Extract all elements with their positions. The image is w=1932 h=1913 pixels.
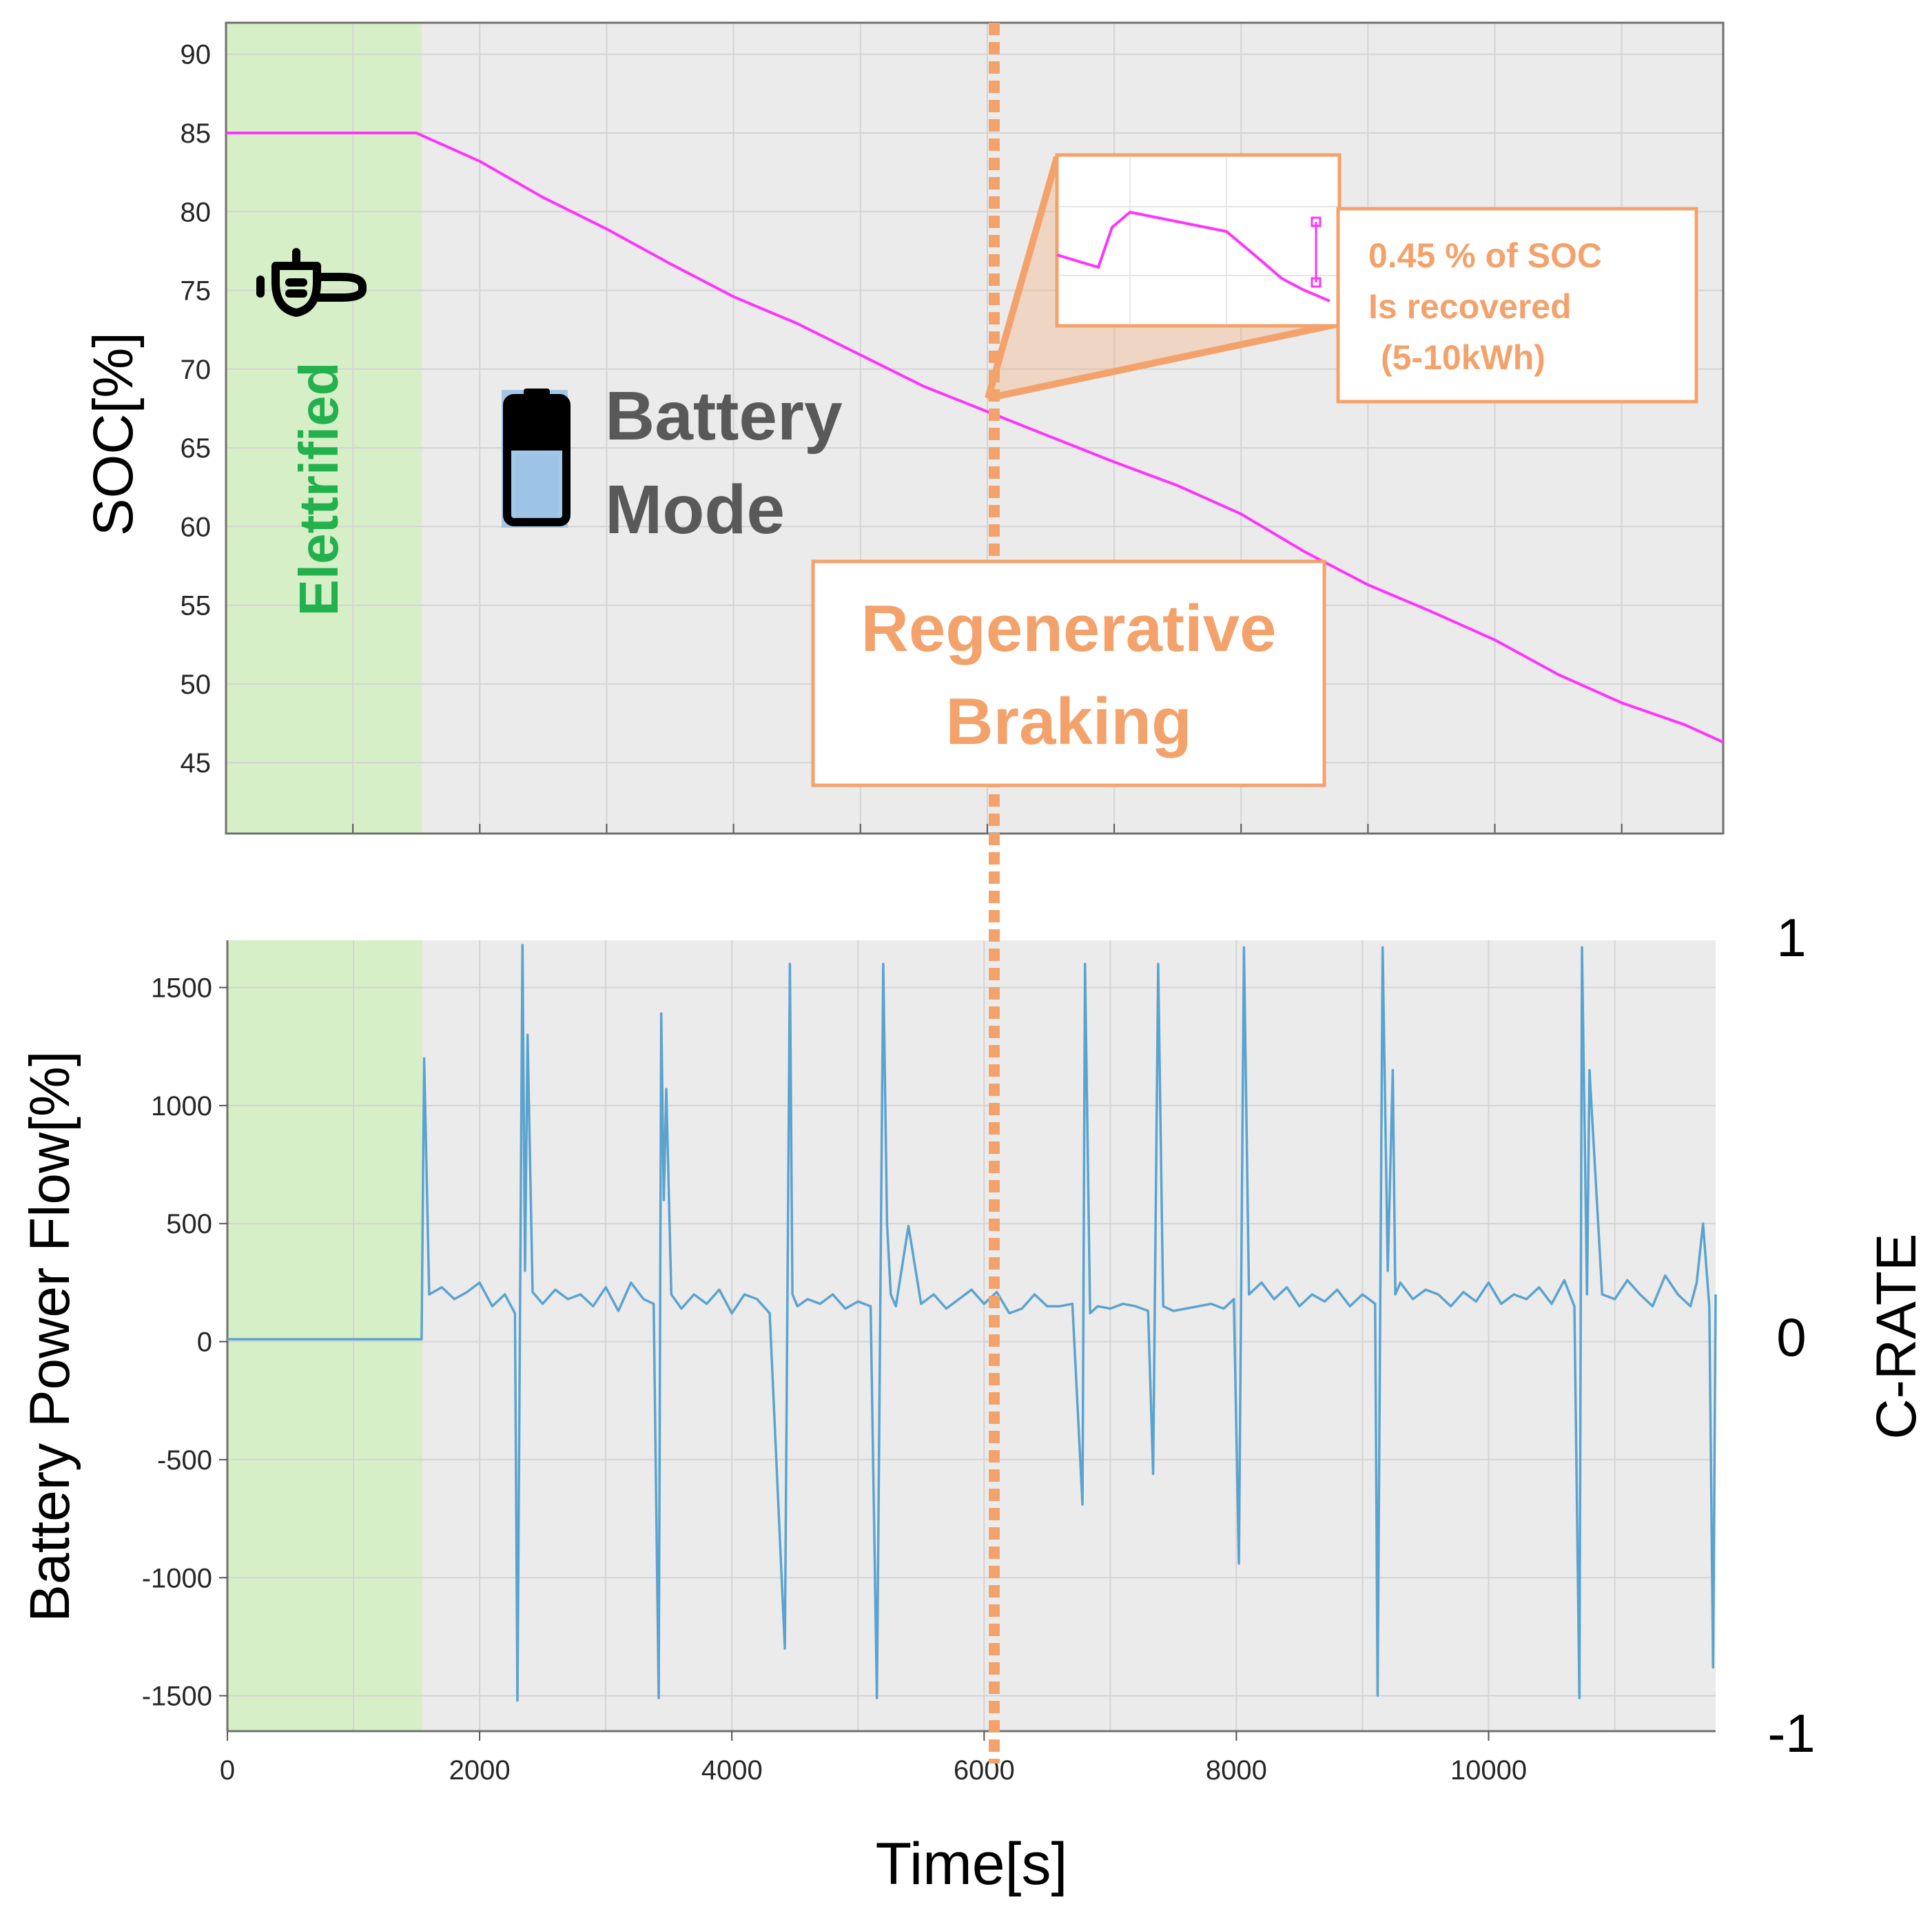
time-axis-label: Time[s]: [876, 1831, 1068, 1897]
battery-mode-line2: Mode: [605, 471, 785, 548]
crate-axis-label: C-RATE: [1865, 1233, 1928, 1439]
recovery-marker: [1311, 216, 1322, 288]
callout-text-line2: Is recovered: [1368, 287, 1572, 326]
soc-y-tick-label: 45: [181, 748, 212, 778]
soc-y-axis-label: SOC[%]: [82, 332, 145, 536]
power-x-tick-label: 8000: [1206, 1755, 1267, 1786]
crate-tick-label: 0: [1776, 1307, 1806, 1367]
soc-plot-frame: [225, 21, 1725, 835]
crate-tick-label: -1: [1767, 1703, 1815, 1764]
battery-icon: [502, 389, 571, 528]
power-x-tick-label: 6000: [954, 1755, 1015, 1786]
callout-text-line1: 0.45 % of SOC: [1368, 236, 1602, 275]
zoom-inset-soc-curve: [1056, 210, 1330, 302]
battery-mode-line1: Battery: [605, 378, 843, 455]
soc-recovered-callout: 0.45 % of SOC Is recovered (5-10kWh): [1336, 207, 1698, 404]
soc-y-tick-label: 85: [181, 118, 212, 149]
plug-icon: [256, 248, 367, 317]
power-series-line: [227, 944, 1717, 1702]
power-y-tick-label: 0: [197, 1327, 212, 1358]
soc-elettrified-region: [226, 23, 422, 834]
soc-y-tick-label: 55: [181, 591, 212, 621]
power-x-tick-label: 2000: [449, 1755, 511, 1786]
soc-y-tick-label: 50: [181, 670, 212, 700]
power-y-tick-label: 1500: [151, 973, 212, 1004]
soc-series-line: [226, 132, 1724, 744]
power-x-tick-label: 10000: [1450, 1755, 1527, 1786]
power-y-tick-label: -1500: [142, 1682, 212, 1712]
power-plot-background: [227, 940, 1716, 1731]
power-panel: 1500 1000 500 0 -500 -1000 -1500 0 2000 4000 6000…: [19, 907, 1928, 1897]
power-grid: [227, 940, 1716, 1731]
callout-text-line3: (5-10kWh): [1381, 338, 1545, 377]
soc-y-tick-label: 90: [181, 40, 212, 70]
power-x-tick-label: 4000: [701, 1755, 763, 1786]
power-y-tick-label: 500: [166, 1209, 212, 1239]
elettrified-label: Elettrified: [288, 362, 349, 617]
soc-y-ticks: 90 85 80 75 70 65 60 55 50 45: [181, 40, 212, 778]
zoom-funnel: [988, 157, 1339, 398]
regenerative-line2: Braking: [945, 685, 1191, 758]
power-y-tick-label: -1000: [142, 1563, 212, 1593]
zoom-connector-lower: [987, 320, 1341, 402]
regenerative-braking-callout: Regenerative Braking: [811, 559, 1326, 787]
power-y-tick-label: 1000: [151, 1091, 212, 1121]
zoom-inset-box: [1055, 153, 1342, 328]
soc-y-tick-label: 75: [181, 276, 212, 307]
soc-y-tick-label: 70: [181, 355, 212, 385]
regenerative-line1: Regenerative: [861, 592, 1277, 665]
power-x-tick-label: 0: [220, 1755, 235, 1786]
power-elettrified-region: [227, 940, 422, 1731]
power-y-ticks: 1500 1000 500 0 -500 -1000 -1500: [142, 973, 227, 1712]
soc-y-tick-label: 80: [181, 197, 212, 227]
power-x-ticks: 0 2000 4000 6000 8000 10000: [220, 1731, 1527, 1786]
power-y-axis-label: Battery Power Flow[%]: [19, 1051, 81, 1622]
crate-ticks: 1 0 -1: [1767, 907, 1815, 1764]
soc-y-tick-label: 60: [181, 512, 212, 542]
power-y-tick-label: -500: [157, 1445, 212, 1476]
soc-y-tick-label: 65: [181, 433, 212, 464]
crate-tick-label: 1: [1776, 907, 1806, 968]
